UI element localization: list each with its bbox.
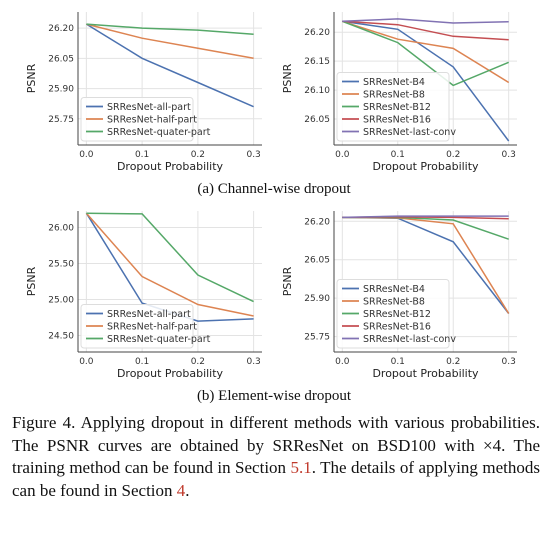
chart-a-right-series-line-0 [342,20,510,142]
chart-a-left-series-line-0 [86,23,254,108]
chart-a-left-xtick-label: 0.2 [191,150,205,160]
chart-b-right-legend-label-0: SRResNet-B4 [363,284,425,295]
caption-ref-section-methods[interactable]: 4 [176,480,186,500]
chart-a-right-legend-box [336,72,450,142]
chart-b-right-ytick-label: 26.20 [304,217,330,227]
chart-b-left-xtick-label: 0.2 [191,357,205,367]
chart-a-right-legend-label-3: SRResNet-B16 [363,115,431,126]
chart-b-left-xtick-label: 0.3 [246,357,260,367]
chart-b-right-series-line-4 [342,215,509,219]
chart-a-right-legend-label-1: SRResNet-B8 [363,90,425,101]
chart-a-right-xtick-label: 0.3 [502,150,516,160]
chart-a-left-ytick-label: 26.05 [48,54,74,64]
chart-a-right-legend-label-0: SRResNet-B4 [363,77,425,88]
chart-b-right-ytick-label: 26.05 [304,256,330,266]
chart-a-left-legend-label-0: SRResNet-all-part [107,102,191,113]
chart-a-right-legend-label-2: SRResNet-B12 [363,102,431,113]
chart-b-left-legend-label-1: SRResNet-half-part [107,322,197,333]
caption-mid: . The details of applying methods can be… [12,458,540,500]
chart-b-left-ytick-label: 25.00 [48,295,74,305]
chart-a-right: 26.05 26.10 26.15 26.20 0.0 0.1 0.2 0.3 Dropout … [281,12,517,173]
chart-a-left-x-axis-label: Dropout Probability [117,160,224,173]
chart-a-right-x-axis-label: Dropout Probability [372,160,479,173]
chart-b-left-legend-label-0: SRResNet-all-part [107,309,191,320]
figure-caption: Figure 4. Applying dropout in different … [12,412,540,502]
chart-a-right-ytick-label: 26.20 [304,28,330,38]
chart-b-left-ytick-label: 26.00 [48,224,74,234]
chart-b-left-y-axis-label: PSNR [25,266,38,296]
chart-b-right-y-axis-label: PSNR [281,266,294,296]
chart-a-left-y-axis-label: PSNR [25,63,38,93]
chart-b-right-x-axis-label: Dropout Probability [372,367,479,380]
chart-b-right-legend-label-3: SRResNet-B16 [363,322,431,333]
chart-a-right-ytick-label: 26.15 [304,57,330,67]
chart-a-left-ytick-label: 25.75 [48,115,74,125]
chart-a-left-xtick-label: 0.3 [246,150,260,160]
chart-a-left-legend-box [80,97,194,142]
chart-b-left-x-axis-label: Dropout Probability [117,367,224,380]
chart-b-right-xtick-label: 0.0 [335,357,350,367]
chart-a-left-ytick-label: 26.20 [48,24,74,34]
chart-b-right-legend-label-2: SRResNet-B12 [363,309,431,320]
chart-b-right-ytick-label: 25.75 [304,333,330,343]
chart-a-right-series-line-2 [342,20,509,87]
chart-a-right-ytick-label: 26.10 [304,86,330,96]
chart-b-left-legend-label-2: SRResNet-quater-part [107,334,211,345]
chart-b-right: 25.75 25.90 26.05 26.20 0.0 0.1 0.2 0.3 Dropout … [281,211,517,380]
chart-b-left-ytick-label: 24.50 [48,331,74,341]
chart-a-left-xtick-label: 0.1 [135,150,149,160]
chart-b-left-series-line-2 [86,212,254,303]
chart-b-right-legend-box [336,279,450,349]
caption-text: Figure 4. Applying dropout in different … [12,413,540,477]
chart-b-left: 24.50 25.00 25.50 26.00 0.0 0.1 0.2 0.3 Dropout … [25,211,262,380]
chart-b-right-legend-label-4: SRResNet-last-conv [363,334,456,345]
chart-a-right-series-line-1 [342,20,510,84]
caption-end: . [185,480,190,500]
caption-ref-section[interactable]: 5.1 [290,458,312,477]
chart-a-right-xtick-label: 0.0 [335,150,350,160]
chart-a-left-xtick-label: 0.0 [79,150,94,160]
chart-b-left-legend-box [80,304,194,349]
chart-a-left-legend-label-1: SRResNet-half-part [107,115,197,126]
chart-a-right-y-axis-label: PSNR [281,63,294,93]
chart-b-right-xtick-label: 0.2 [446,357,460,367]
chart-b-left-xtick-label: 0.0 [79,357,94,367]
chart-a-left-legend-label-2: SRResNet-quater-part [107,127,211,138]
chart-a-right-series-line-4 [342,18,509,24]
chart-b-left-ytick-label: 25.50 [48,260,74,270]
subcaption-a: (a) Channel-wise dropout [197,181,351,197]
chart-a-right-ytick-label: 26.05 [304,115,330,125]
chart-a-left-series-line-1 [86,23,254,60]
chart-a-left-ytick-label: 25.90 [48,85,74,95]
chart-b-left-series-line-1 [85,212,254,317]
chart-b-left-xtick-label: 0.1 [135,357,149,367]
chart-a-right-legend-label-4: SRResNet-last-conv [363,127,456,138]
subcaption-b: (b) Element-wise dropout [197,388,352,404]
chart-b-right-xtick-label: 0.3 [502,357,516,367]
chart-b-right-ytick-label: 25.90 [304,294,330,304]
chart-a-left: 25.75 25.90 26.05 26.20 0.0 0.1 0.2 0.3 Dropout … [25,12,262,173]
chart-b-right-xtick-label: 0.1 [391,357,405,367]
chart-a-right-xtick-label: 0.2 [446,150,460,160]
chart-a-right-xtick-label: 0.1 [391,150,405,160]
chart-a-left-series-line-2 [86,23,254,35]
chart-a-right-series-line-3 [342,20,509,41]
chart-b-right-legend-label-1: SRResNet-B8 [363,297,425,308]
